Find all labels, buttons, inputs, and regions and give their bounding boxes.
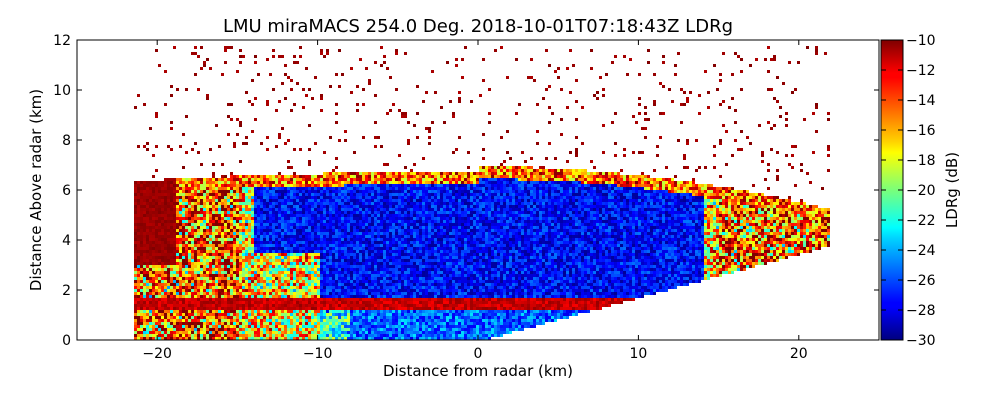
colorbar-label: LDRg (dB) xyxy=(943,152,961,228)
colorbar-tick-label: −10 xyxy=(906,33,936,49)
colorbar-tick-label: −16 xyxy=(906,123,936,139)
y-tick-label: 4 xyxy=(62,233,71,249)
x-tick-label: 20 xyxy=(790,346,808,362)
y-tick-label: 2 xyxy=(62,283,71,299)
y-tick-label: 10 xyxy=(53,83,71,99)
colorbar-tick-label: −12 xyxy=(906,63,936,79)
y-tick-label: 6 xyxy=(62,183,71,199)
colorbar-tick-label: −24 xyxy=(906,243,936,259)
radar-ldr-chart: LMU miraMACS 254.0 Deg. 2018-10-01T07:18… xyxy=(0,0,1000,400)
y-tick-label: 0 xyxy=(62,333,71,349)
y-tick-label: 12 xyxy=(53,33,71,49)
colorbar-tick-label: −22 xyxy=(906,213,936,229)
colorbar-tick-label: −28 xyxy=(906,303,936,319)
x-tick-label: −20 xyxy=(142,346,172,362)
y-axis-label: Distance Above radar (km) xyxy=(27,89,45,291)
chart-title: LMU miraMACS 254.0 Deg. 2018-10-01T07:18… xyxy=(223,16,733,37)
x-axis-label: Distance from radar (km) xyxy=(383,362,573,380)
x-tick-label: 0 xyxy=(474,346,483,362)
colorbar-tick-label: −20 xyxy=(906,183,936,199)
colorbar-tick-label: −26 xyxy=(906,273,936,289)
y-tick-label: 8 xyxy=(62,133,71,149)
x-tick-label: −10 xyxy=(303,346,333,362)
x-tick-label: 10 xyxy=(629,346,647,362)
colorbar-tick-label: −18 xyxy=(906,153,936,169)
colorbar-tick-label: −30 xyxy=(906,333,936,349)
colorbar-tick-label: −14 xyxy=(906,93,936,109)
